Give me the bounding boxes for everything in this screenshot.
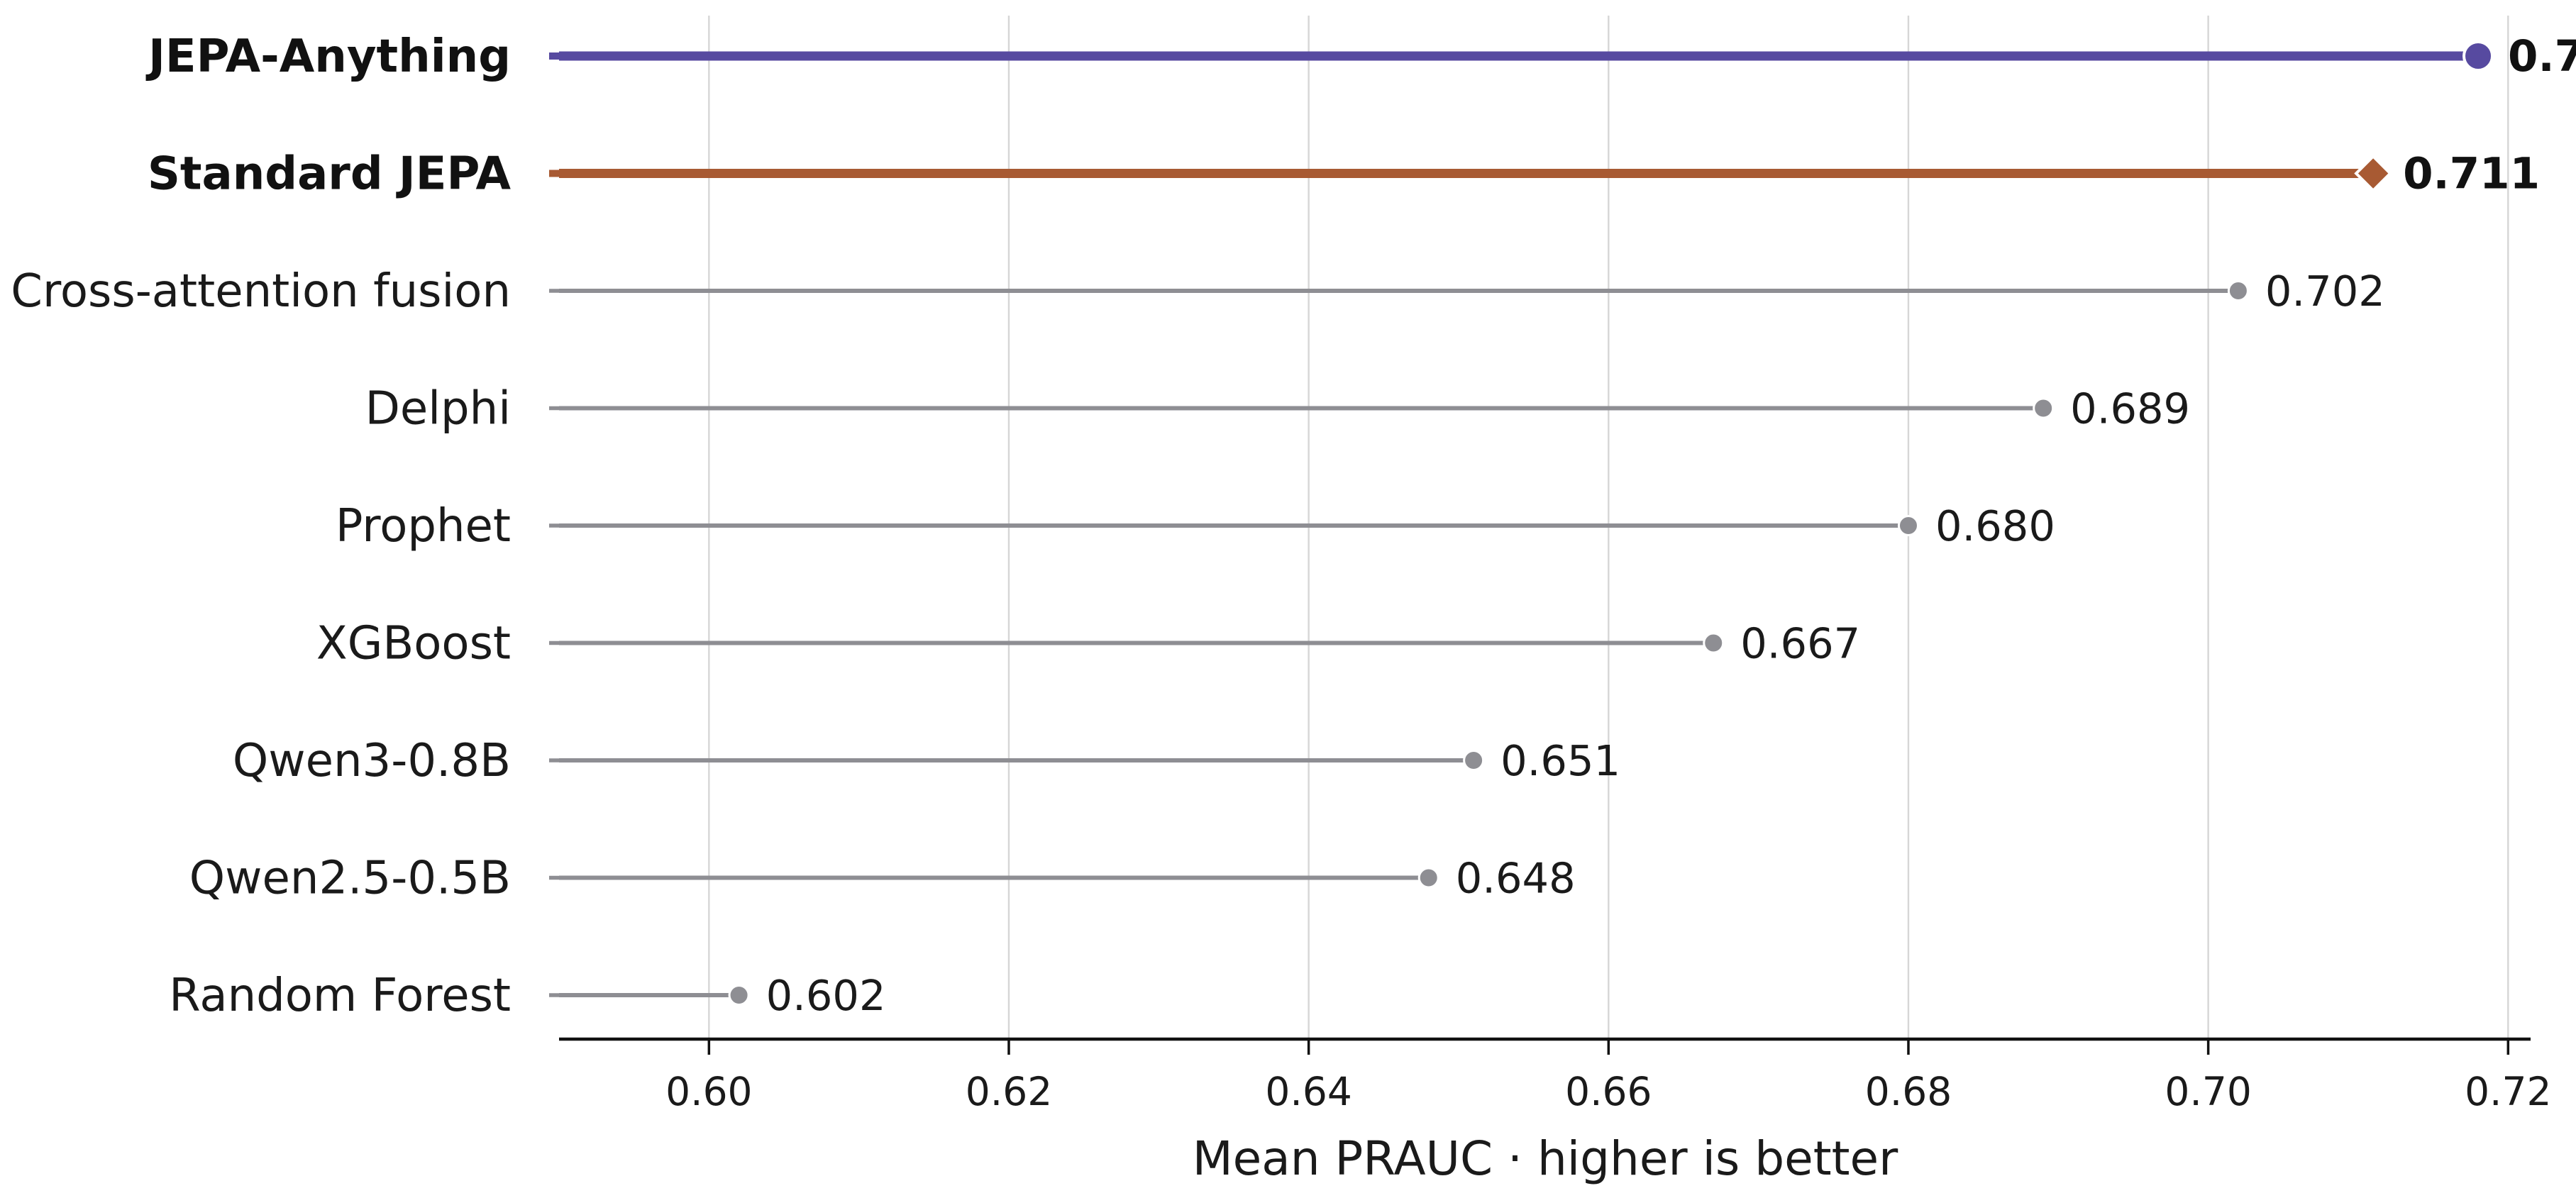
- row-cross-attention-fusion: 0.702 Cross-attention fusion: [11, 265, 2385, 318]
- x-tick-label: 0.70: [2165, 1069, 2251, 1114]
- value-label-random-forest: 0.602: [766, 971, 886, 1020]
- row-random-forest: 0.602 Random Forest: [169, 970, 885, 1022]
- row-xgboost: 0.667 XGBoost: [316, 618, 1860, 670]
- row-qwen3-0-8b: 0.651 Qwen3-0.8B: [233, 735, 1620, 787]
- value-label-jepa-anything: 0.718: [2508, 31, 2576, 82]
- value-label-xgboost: 0.667: [1740, 619, 1860, 668]
- marker-xgboost: [1703, 632, 1725, 654]
- value-label-delphi: 0.689: [2070, 384, 2190, 433]
- marker-qwen3-0-8b: [1463, 750, 1485, 771]
- row-qwen2-5-0-5b: 0.648 Qwen2.5-0.5B: [189, 853, 1576, 905]
- marker-cross-attention-fusion: [2227, 280, 2249, 301]
- x-tick-label: 0.62: [966, 1069, 1052, 1114]
- marker-jepa-anything: [2462, 40, 2494, 72]
- value-label-qwen2-5-0-5b: 0.648: [1456, 854, 1576, 903]
- category-label-cross-attention-fusion: Cross-attention fusion: [11, 265, 511, 318]
- x-tick-label: 0.64: [1265, 1069, 1351, 1114]
- row-standard-jepa: 0.711 Standard JEPA: [148, 148, 2540, 201]
- row-delphi: 0.689 Delphi: [365, 383, 2190, 436]
- category-label-delphi: Delphi: [365, 383, 511, 436]
- category-label-standard-jepa: Standard JEPA: [148, 148, 512, 201]
- value-label-prophet: 0.680: [1935, 501, 2055, 550]
- category-label-prophet: Prophet: [336, 500, 511, 553]
- category-label-xgboost: XGBoost: [316, 618, 511, 670]
- category-label-qwen2-5-0-5b: Qwen2.5-0.5B: [189, 853, 511, 905]
- marker-prophet: [1897, 515, 1919, 536]
- category-label-random-forest: Random Forest: [169, 970, 511, 1022]
- category-label-jepa-anything: JEPA-Anything: [145, 30, 511, 83]
- marker-random-forest: [728, 985, 750, 1006]
- value-label-qwen3-0-8b: 0.651: [1500, 736, 1620, 785]
- x-axis-title: Mean PRAUC · higher is better: [1193, 1131, 1898, 1186]
- x-tick-label: 0.72: [2465, 1069, 2551, 1114]
- marker-delphi: [2033, 397, 2055, 419]
- x-tick-label: 0.66: [1565, 1069, 1652, 1114]
- row-prophet: 0.680 Prophet: [336, 500, 2055, 553]
- row-jepa-anything: 0.718 JEPA-Anything: [145, 30, 2576, 83]
- value-label-cross-attention-fusion: 0.702: [2265, 267, 2385, 316]
- x-tick-label: 0.60: [665, 1069, 752, 1114]
- x-tick-label: 0.68: [1865, 1069, 1952, 1114]
- category-label-qwen3-0-8b: Qwen3-0.8B: [233, 735, 511, 787]
- chart-marks: 0.718 JEPA-Anything 0.711 Standard JEPA 0.70…: [11, 30, 2576, 1022]
- x-axis: 0.60 0.62 0.64 0.66 0.68 0.70 0.72: [559, 1037, 2552, 1114]
- marker-standard-jepa: [2354, 154, 2392, 193]
- value-label-standard-jepa: 0.711: [2403, 149, 2540, 199]
- marker-qwen2-5-0-5b: [1417, 867, 1439, 889]
